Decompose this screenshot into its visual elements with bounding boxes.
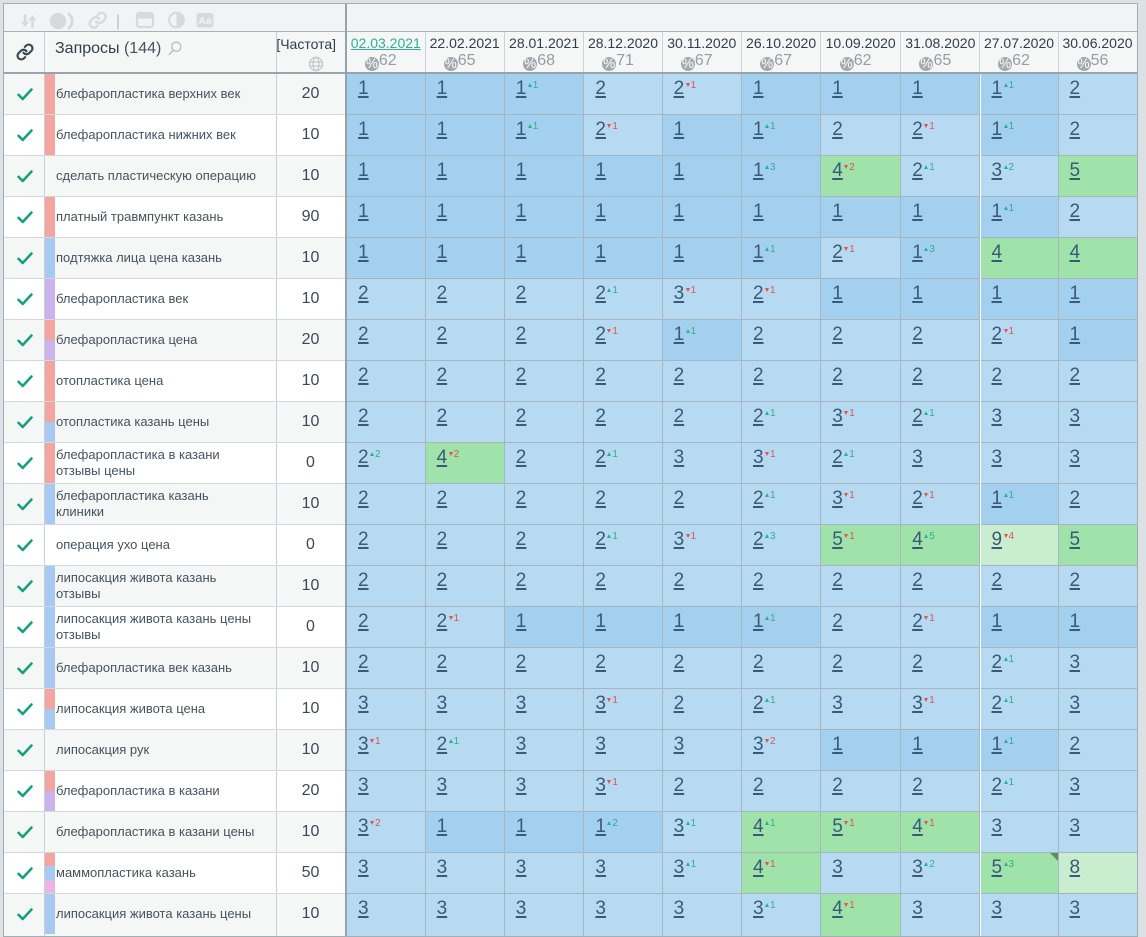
- svg-text:Aa: Aa: [199, 16, 212, 27]
